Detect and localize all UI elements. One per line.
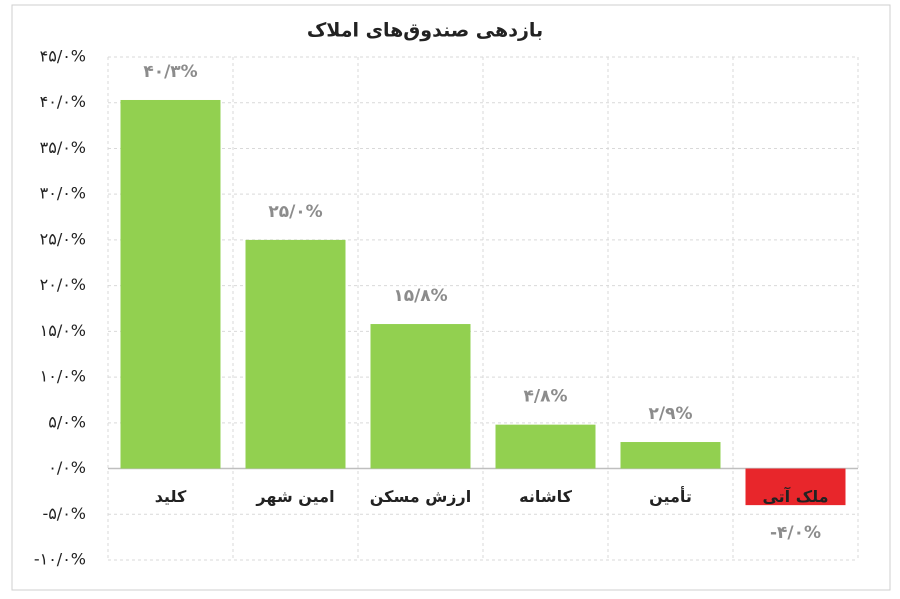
bar (245, 239, 346, 469)
y-tick-label: ۰/۰% (48, 458, 86, 477)
bar (370, 324, 471, 469)
y-tick-label: -۱۰/۰% (34, 550, 86, 569)
y-tick-label: ۲۰/۰% (40, 275, 86, 294)
x-tick-label: تأمین (649, 486, 692, 506)
bar (620, 442, 721, 469)
value-label: ۲۵/۰% (268, 202, 322, 222)
x-tick-label: کاشانه (519, 487, 572, 506)
y-tick-label: ۲۵/۰% (40, 229, 86, 248)
y-tick-label: ۴۰/۰% (40, 92, 86, 111)
value-label: ۴۰/۳% (143, 62, 197, 82)
x-tick-label: ارزش مسکن (370, 487, 471, 506)
x-tick-label: امین شهر (255, 487, 334, 506)
value-label: -۴/۰% (770, 523, 821, 543)
y-tick-label: ۳۵/۰% (40, 138, 86, 157)
x-tick-label: کلید (155, 487, 187, 506)
y-tick-label: ۱۰/۰% (40, 367, 86, 386)
value-label: ۱۵/۸% (393, 286, 447, 306)
bar (120, 99, 221, 469)
chart-title: بازدهی صندوق‌های املاک (307, 20, 543, 42)
value-label: ۲/۹% (649, 404, 693, 424)
x-tick-label: ملک آتی (762, 486, 828, 506)
bar (495, 424, 596, 469)
value-label: ۴/۸% (524, 387, 568, 407)
y-tick-label: ۱۵/۰% (40, 321, 86, 340)
y-tick-label: ۵/۰% (48, 412, 86, 431)
y-tick-label: ۴۵/۰% (40, 47, 86, 66)
y-tick-label: -۵/۰% (42, 504, 86, 523)
bar (745, 468, 846, 506)
y-tick-label: ۳۰/۰% (40, 184, 86, 203)
